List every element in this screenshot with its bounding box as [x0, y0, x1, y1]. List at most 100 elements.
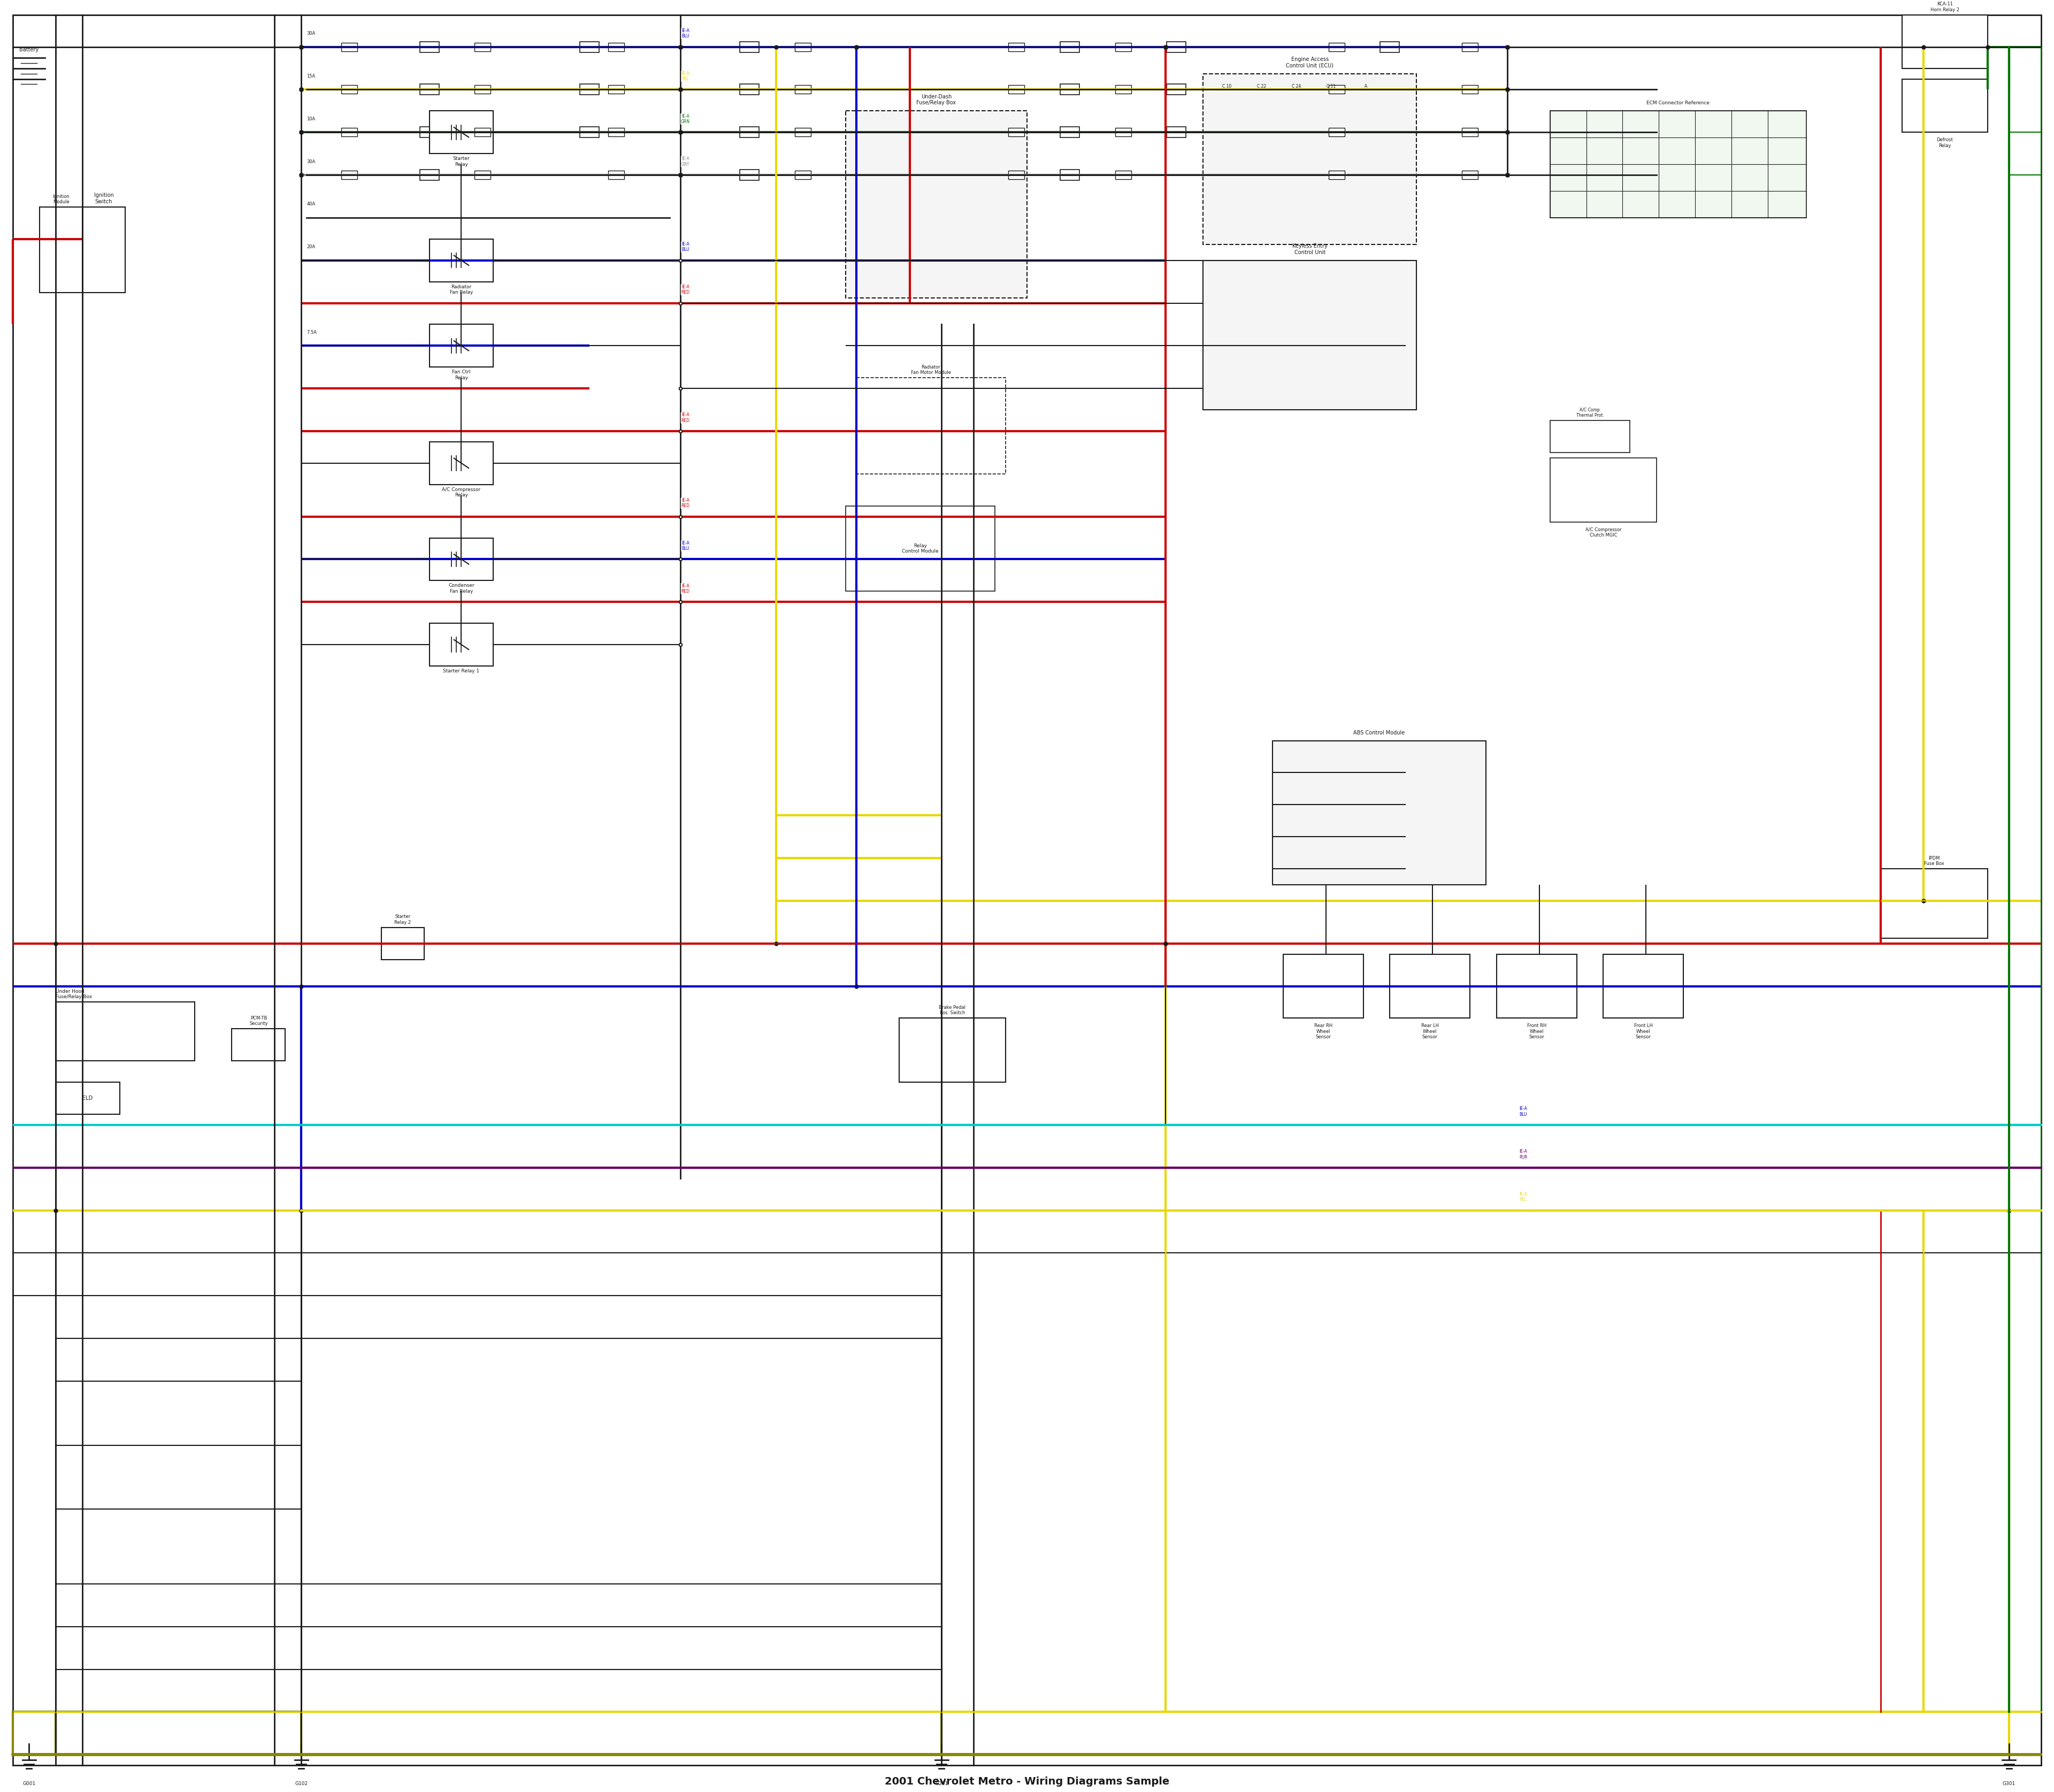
Text: Keyless Entry
Control Unit: Keyless Entry Control Unit: [1292, 244, 1327, 254]
Bar: [429, 111, 493, 154]
Text: IPDM
Fuse Box: IPDM Fuse Box: [1925, 857, 1945, 866]
Text: Front RH
Wheel
Sensor: Front RH Wheel Sensor: [1526, 1023, 1547, 1039]
Bar: [446, 332, 477, 360]
Bar: [446, 246, 477, 274]
Bar: [1604, 953, 1684, 1018]
Bar: [1391, 953, 1471, 1018]
Bar: [419, 170, 440, 181]
Bar: [446, 631, 477, 659]
Text: IE-A
YEL: IE-A YEL: [682, 72, 690, 81]
Text: IE-A
RED: IE-A RED: [682, 584, 690, 593]
Bar: [382, 928, 423, 959]
Bar: [1167, 41, 1185, 52]
Text: 20A: 20A: [306, 246, 314, 249]
Bar: [1284, 953, 1364, 1018]
Bar: [1167, 127, 1185, 138]
Bar: [857, 378, 1006, 473]
Text: A/C Comp.
Thermal Prot.: A/C Comp. Thermal Prot.: [1575, 407, 1604, 418]
Text: C 24: C 24: [1292, 84, 1300, 90]
Text: 7.5A: 7.5A: [306, 330, 316, 335]
Text: IE-A
BLU: IE-A BLU: [682, 242, 690, 253]
Bar: [1462, 127, 1479, 136]
Bar: [55, 1002, 195, 1061]
Bar: [1380, 41, 1399, 52]
Text: Ignition
Module: Ignition Module: [53, 194, 70, 204]
Text: Rear RH
Wheel
Sensor: Rear RH Wheel Sensor: [1315, 1023, 1333, 1039]
Bar: [232, 1029, 286, 1061]
Bar: [1551, 111, 1805, 217]
Bar: [341, 43, 357, 52]
Text: G102: G102: [296, 1781, 308, 1787]
Bar: [1329, 170, 1345, 179]
Bar: [429, 538, 493, 581]
Text: IE-A
YEL: IE-A YEL: [1520, 1192, 1528, 1202]
Text: 10A: 10A: [306, 116, 314, 122]
Bar: [1497, 953, 1577, 1018]
Text: ELD: ELD: [82, 1095, 92, 1100]
Text: Defrost
Relay: Defrost Relay: [1937, 138, 1953, 149]
Bar: [341, 170, 357, 179]
Text: Radiator
Fan Motor Module: Radiator Fan Motor Module: [910, 366, 951, 375]
Text: 30A: 30A: [306, 159, 316, 165]
Text: A/C Compressor
Clutch MGIC: A/C Compressor Clutch MGIC: [1586, 527, 1621, 538]
Text: Condenser
Fan Relay: Condenser Fan Relay: [448, 582, 474, 593]
Bar: [1462, 170, 1479, 179]
Bar: [39, 208, 82, 292]
Bar: [446, 448, 477, 478]
Bar: [341, 127, 357, 136]
Text: C 22: C 22: [1257, 84, 1267, 90]
Text: 2001 Chevrolet Metro - Wiring Diagrams Sample: 2001 Chevrolet Metro - Wiring Diagrams S…: [885, 1776, 1169, 1787]
Text: IE-A
BLU: IE-A BLU: [682, 29, 690, 39]
Text: G001: G001: [23, 1781, 35, 1787]
Bar: [474, 43, 491, 52]
Bar: [446, 118, 477, 147]
Text: G301: G301: [2003, 1781, 2015, 1787]
Bar: [1115, 86, 1132, 93]
Text: Under Hood
Fuse/Relay Box: Under Hood Fuse/Relay Box: [55, 989, 92, 1000]
Text: Starter
Relay: Starter Relay: [452, 156, 470, 167]
Text: Rear LH
Wheel
Sensor: Rear LH Wheel Sensor: [1421, 1023, 1438, 1039]
Bar: [579, 84, 600, 95]
Bar: [1902, 14, 1988, 68]
Bar: [429, 443, 493, 484]
Bar: [739, 127, 760, 138]
Bar: [608, 86, 624, 93]
Bar: [739, 41, 760, 52]
Text: C 11: C 11: [1327, 84, 1335, 90]
Bar: [1167, 84, 1185, 95]
Text: ECM Connector Reference: ECM Connector Reference: [1647, 100, 1709, 106]
Text: 15A: 15A: [306, 73, 314, 79]
Bar: [1115, 170, 1132, 179]
Bar: [608, 43, 624, 52]
Bar: [1329, 43, 1345, 52]
Bar: [341, 86, 357, 93]
Text: IE-A
GRN: IE-A GRN: [682, 113, 690, 124]
Bar: [419, 41, 440, 52]
Bar: [1204, 73, 1417, 244]
Text: Starter
Relay 2: Starter Relay 2: [394, 914, 411, 925]
Text: G201: G201: [935, 1781, 949, 1787]
Text: IE-A
RED: IE-A RED: [682, 412, 690, 423]
Bar: [1115, 127, 1132, 136]
Text: Engine Access
Control Unit (ECU): Engine Access Control Unit (ECU): [1286, 57, 1333, 68]
Bar: [419, 84, 440, 95]
Bar: [1380, 127, 1399, 138]
Bar: [1329, 86, 1345, 93]
Bar: [1380, 84, 1399, 95]
Bar: [739, 84, 760, 95]
Bar: [608, 127, 624, 136]
Text: Battery: Battery: [18, 47, 39, 52]
Bar: [795, 127, 811, 136]
Text: PCM-TB
Security: PCM-TB Security: [249, 1016, 267, 1027]
Bar: [446, 545, 477, 573]
Bar: [1551, 457, 1658, 521]
Bar: [1060, 127, 1078, 138]
Bar: [1462, 86, 1479, 93]
Text: ABS Control Module: ABS Control Module: [1354, 729, 1405, 735]
Bar: [1881, 869, 1988, 939]
Text: IE-A
RED: IE-A RED: [682, 498, 690, 509]
Bar: [900, 1018, 1006, 1082]
Bar: [1009, 86, 1025, 93]
Bar: [1902, 79, 1988, 133]
Text: IE-A
BLU: IE-A BLU: [1520, 1106, 1528, 1116]
